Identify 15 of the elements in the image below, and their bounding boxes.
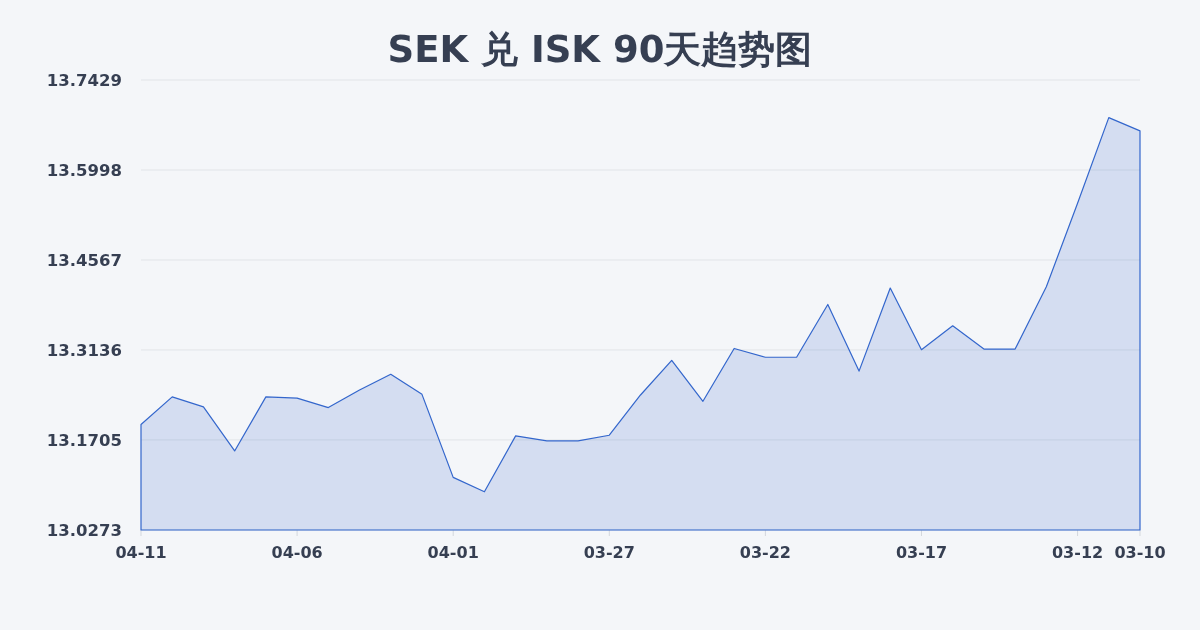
y-tick-label: 13.3136 bbox=[46, 340, 122, 360]
y-tick-label: 13.7429 bbox=[46, 71, 122, 90]
y-tick-label: 13.1705 bbox=[46, 430, 122, 450]
x-tick-label: 04-11 bbox=[115, 543, 167, 562]
chart-title: SEK 兑 ISK 90天趋势图 bbox=[387, 28, 813, 71]
x-tick-label: 03-10 bbox=[1114, 543, 1166, 562]
x-tick-label: 04-06 bbox=[271, 543, 323, 562]
x-tick-label: 03-27 bbox=[583, 543, 635, 562]
y-tick-label: 13.0273 bbox=[46, 521, 122, 540]
x-tick-label: 03-12 bbox=[1051, 543, 1104, 562]
x-tick-label: 03-22 bbox=[739, 543, 791, 562]
y-tick-label: 13.4567 bbox=[46, 250, 122, 270]
x-tick-label: 04-01 bbox=[427, 543, 479, 562]
y-tick-label: 13.5998 bbox=[46, 160, 122, 180]
x-tick-label: 03-17 bbox=[895, 543, 948, 562]
